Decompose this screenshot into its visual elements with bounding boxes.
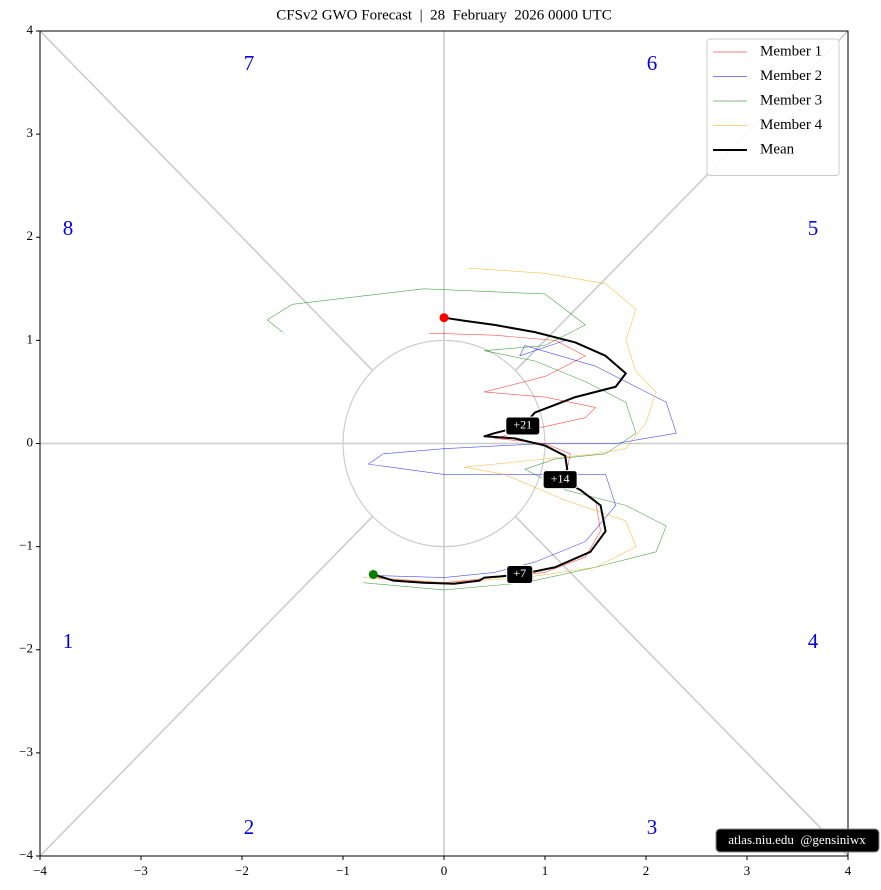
legend-label: Member 4 xyxy=(760,117,823,133)
watermark-box xyxy=(715,828,880,853)
phase-label: 5 xyxy=(808,216,819,240)
legend-label: Member 2 xyxy=(760,68,822,84)
x-tick-label: −1 xyxy=(336,863,350,878)
x-tick-label: 2 xyxy=(643,863,650,878)
day-label: +14 xyxy=(542,470,578,490)
day-label: +21 xyxy=(505,416,541,436)
endpoint-marker xyxy=(368,569,378,579)
day-label-box xyxy=(505,416,541,436)
legend-label: Mean xyxy=(760,141,795,157)
x-tick-label: 4 xyxy=(845,863,852,878)
day-label-text: +21 xyxy=(513,418,532,432)
series-line xyxy=(367,340,677,578)
phase-label: 3 xyxy=(647,815,658,839)
diagonal-guide xyxy=(514,515,849,857)
phase-label: 6 xyxy=(647,51,658,75)
chart-title: CFSv2 GWO Forecast | 28 February 2026 00… xyxy=(276,7,611,23)
x-tick-label: 1 xyxy=(542,863,549,878)
y-tick-label: 1 xyxy=(27,331,34,346)
phase-label: 2 xyxy=(244,815,255,839)
phase-label: 8 xyxy=(63,216,74,240)
diagonal-guide xyxy=(39,515,374,857)
watermark: atlas.niu.edu @gensiniwx xyxy=(715,828,880,853)
legend-label: Member 1 xyxy=(760,43,822,59)
day-label-box xyxy=(506,564,534,584)
diagonal-guide xyxy=(39,30,374,372)
day-label-text: +7 xyxy=(513,566,526,580)
x-tick-label: −4 xyxy=(33,863,47,878)
y-tick-label: −2 xyxy=(19,641,33,656)
series-line xyxy=(363,267,657,584)
y-tick-label: 4 xyxy=(27,22,34,37)
x-tick-label: 0 xyxy=(441,863,448,878)
day-label-box xyxy=(542,470,578,490)
y-tick-label: 3 xyxy=(27,125,34,140)
y-tick-label: 0 xyxy=(27,434,34,449)
legend-label: Member 3 xyxy=(760,92,822,108)
phase-label: 4 xyxy=(808,629,819,653)
phase-label: 1 xyxy=(63,629,74,653)
x-tick-label: 3 xyxy=(744,863,751,878)
series-line xyxy=(266,288,667,591)
day-label: +7 xyxy=(506,564,534,584)
watermark-text: atlas.niu.edu @gensiniwx xyxy=(728,832,866,847)
y-tick-label: −1 xyxy=(19,538,33,553)
day-label-text: +14 xyxy=(551,471,570,485)
y-tick-label: −4 xyxy=(19,847,33,862)
x-tick-label: −3 xyxy=(134,863,148,878)
y-tick-label: −3 xyxy=(19,744,33,759)
series-line xyxy=(373,332,601,584)
phase-label: 7 xyxy=(244,51,255,75)
legend-box xyxy=(706,38,840,176)
y-tick-label: 2 xyxy=(27,228,34,243)
x-tick-label: −2 xyxy=(235,863,249,878)
endpoint-marker xyxy=(439,313,449,323)
series-line xyxy=(373,316,627,585)
legend: Member 1 Member 2 Member 3 Member 4 Mean xyxy=(706,38,840,176)
